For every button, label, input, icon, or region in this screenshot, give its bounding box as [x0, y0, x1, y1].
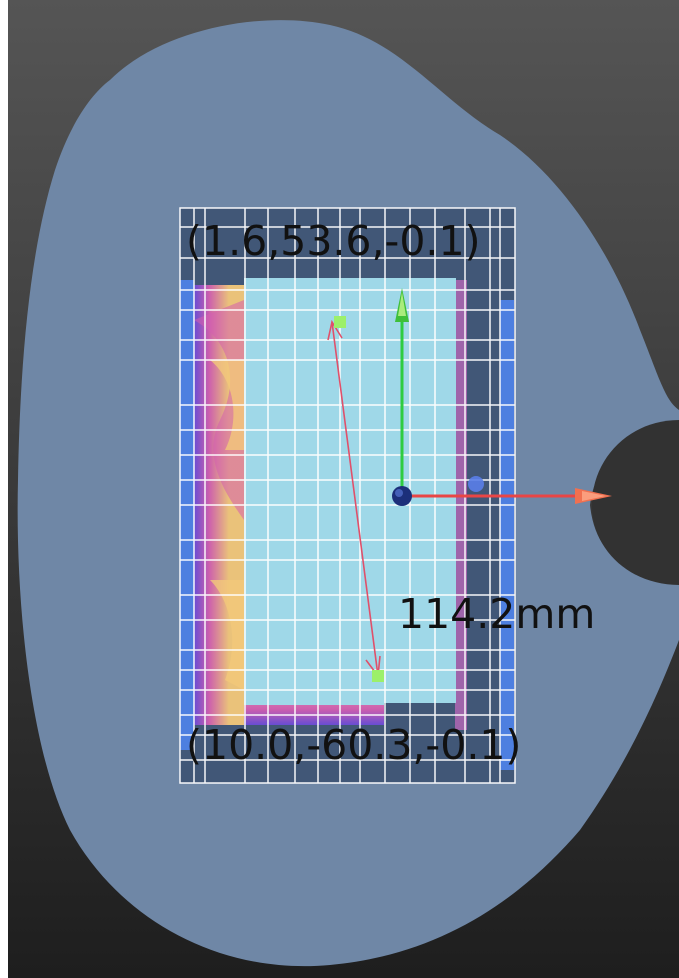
heatmap-left-waves	[194, 300, 244, 520]
surface-cutout	[592, 420, 679, 585]
measure-point-icon[interactable]	[334, 316, 346, 328]
selected-region-lower	[244, 700, 384, 705]
origin-icon[interactable]	[392, 486, 412, 506]
bounding-frame-blue-right	[500, 300, 514, 770]
axis-handle[interactable]	[468, 476, 484, 492]
measure-point-icon[interactable]	[372, 670, 384, 682]
grid-lines	[179, 207, 516, 784]
y-axis[interactable]	[395, 288, 409, 496]
left-border	[0, 0, 8, 978]
selected-region[interactable]	[244, 278, 456, 703]
heatmap-left-hot	[210, 360, 244, 690]
bounding-frame-blue-left	[180, 280, 194, 750]
x-axis[interactable]	[402, 488, 612, 504]
